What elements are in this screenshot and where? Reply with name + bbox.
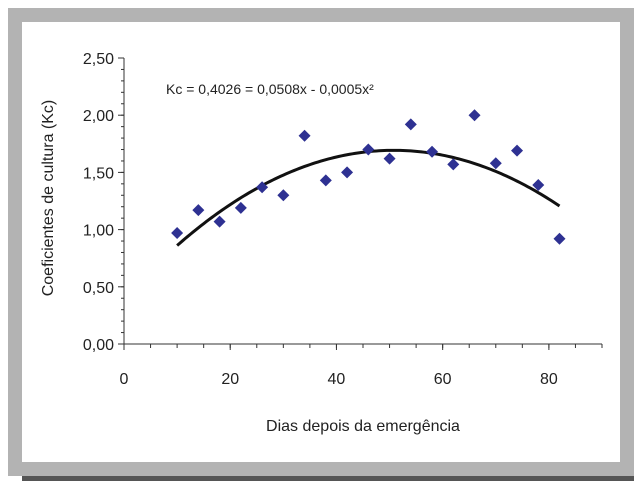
- y-tick-label: 2,00: [83, 108, 114, 125]
- data-point: [468, 109, 481, 122]
- y-tick-label: 1,50: [83, 165, 114, 182]
- x-tick-label: 20: [221, 371, 239, 388]
- data-point: [341, 166, 354, 179]
- trendline-curve: [176, 148, 561, 247]
- y-tick-label: 0,00: [83, 337, 114, 354]
- trendline-equation: Kc = 0,4026 = 0,0508x - 0,0005x²: [166, 81, 374, 97]
- data-point: [213, 215, 226, 228]
- data-point: [553, 232, 566, 245]
- scatter-chart: 0,00 0,50 1,00 1,50 2,00 2,50 0 20 40 60 80 Kc = 0…: [40, 51, 603, 435]
- data-points: [171, 109, 566, 245]
- data-point: [447, 158, 460, 171]
- x-tick-label: 60: [434, 371, 452, 388]
- data-point: [511, 144, 524, 157]
- y-tick-label: 0,50: [83, 280, 114, 297]
- chart-frame-shadow: [22, 476, 634, 481]
- trendline-group: [176, 148, 561, 247]
- data-point: [256, 181, 269, 194]
- data-point: [362, 143, 375, 156]
- data-point: [532, 178, 545, 191]
- y-axis-title: Coeficientes de cultura (Kc): [40, 100, 57, 297]
- x-tick-label: 40: [328, 371, 346, 388]
- x-axis-title: Dias depois da emergência: [266, 418, 460, 435]
- data-point: [298, 129, 311, 142]
- x-tick-label: 0: [120, 371, 129, 388]
- axes: 0,00 0,50 1,00 1,50 2,00 2,50 0 20 40 60 80: [83, 51, 603, 388]
- y-tick-label: 1,00: [83, 223, 114, 240]
- data-point: [404, 118, 417, 131]
- data-point: [383, 152, 396, 165]
- chart-panel: 0,00 0,50 1,00 1,50 2,00 2,50 0 20 40 60 80 Kc = 0…: [22, 22, 620, 462]
- data-point: [426, 145, 439, 158]
- data-point: [319, 174, 332, 187]
- data-point: [489, 157, 502, 170]
- data-point: [192, 204, 205, 217]
- data-point: [234, 201, 247, 214]
- data-point: [171, 227, 184, 240]
- y-tick-label: 2,50: [83, 51, 114, 68]
- x-tick-label: 80: [540, 371, 558, 388]
- data-point: [277, 189, 290, 202]
